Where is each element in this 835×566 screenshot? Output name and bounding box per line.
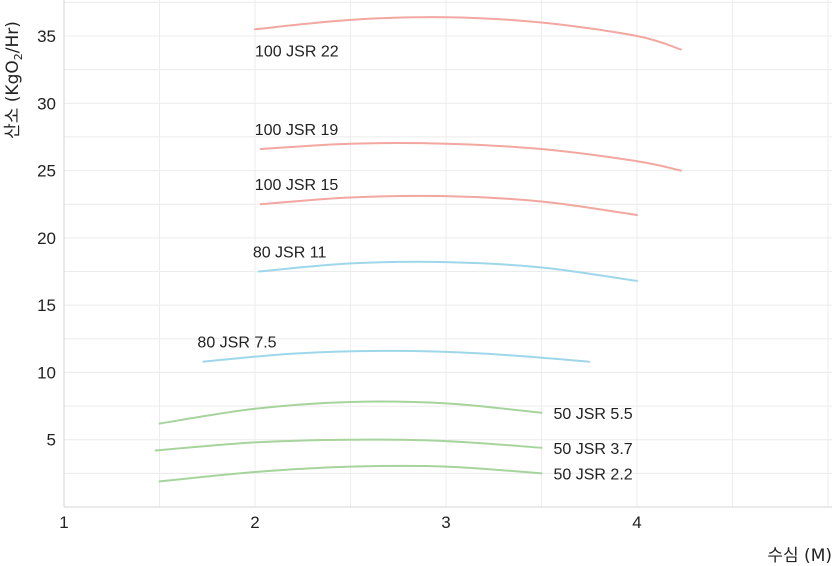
series-label: 100 JSR 22 xyxy=(255,43,339,60)
series-line xyxy=(158,464,543,483)
y-tick-label: 30 xyxy=(37,94,56,113)
series-label: 80 JSR 7.5 xyxy=(197,335,276,352)
x-tick-label: 1 xyxy=(59,513,68,532)
series-label: 80 JSR 11 xyxy=(253,245,327,262)
axes: 1 2 3 4 5 10 15 20 25 30 35 xyxy=(37,0,832,532)
series-line xyxy=(259,142,682,172)
y-tick-label: 15 xyxy=(37,296,56,315)
series-group xyxy=(154,16,682,483)
series-line xyxy=(257,260,638,282)
y-tick-label: 10 xyxy=(37,363,56,382)
x-tick-label: 2 xyxy=(250,513,259,532)
series-line xyxy=(254,16,682,51)
y-axis-title-tail: /Hr) xyxy=(3,21,23,53)
y-tick-label: 5 xyxy=(47,431,56,450)
series-line xyxy=(202,349,591,363)
series-label: 50 JSR 3.7 xyxy=(554,441,633,458)
series-label: 100 JSR 19 xyxy=(255,122,339,139)
series-label: 50 JSR 5.5 xyxy=(554,406,633,423)
series-line xyxy=(154,438,543,452)
y-tick-label: 35 xyxy=(37,27,56,46)
series-label: 50 JSR 2.2 xyxy=(554,466,633,483)
grid xyxy=(63,0,832,508)
y-tick-label: 20 xyxy=(37,229,56,248)
y-axis-title-main: 산소 (KgO xyxy=(3,60,23,139)
series-label: 100 JSR 15 xyxy=(255,177,339,194)
y-tick-label: 25 xyxy=(37,162,56,181)
y-axis-title: 산소 (KgO2/Hr) xyxy=(3,21,25,139)
series-line xyxy=(259,194,638,216)
x-tick-label: 4 xyxy=(632,513,641,532)
series-line xyxy=(158,400,543,425)
x-tick-label: 3 xyxy=(441,513,450,532)
series-labels: 100 JSR 22 100 JSR 19 100 JSR 15 80 JSR 11 8… xyxy=(197,43,632,483)
y-axis-title-subscript: 2 xyxy=(12,53,25,60)
x-axis-title: 수심 (M) xyxy=(767,546,832,566)
